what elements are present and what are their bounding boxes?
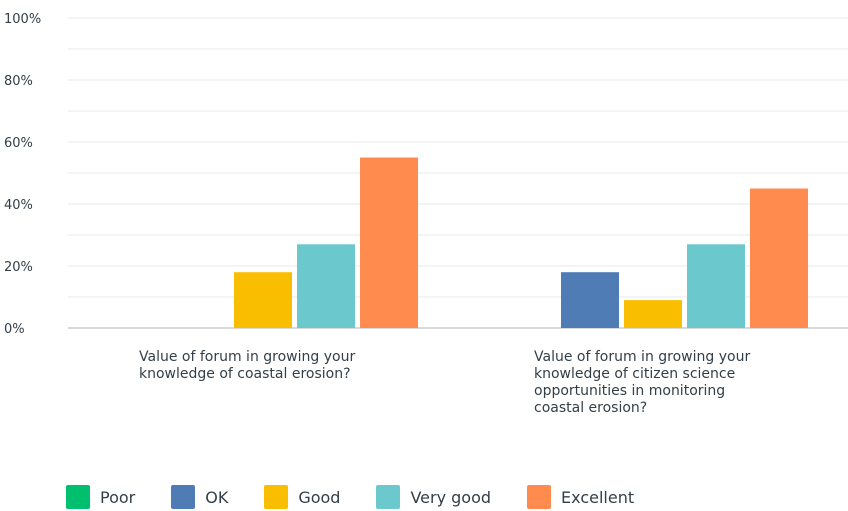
- bar-good: [234, 272, 292, 328]
- legend-label-very-good: Very good: [410, 487, 492, 507]
- y-tick-label: 60%: [4, 136, 33, 151]
- bar-good: [624, 300, 682, 328]
- bar-chart: 100% 80% 60% 40% 20% 0%: [4, 12, 848, 337]
- legend-item-poor: Poor: [66, 485, 135, 509]
- bar-ok: [561, 272, 619, 328]
- legend-item-excellent: Excellent: [527, 485, 634, 509]
- legend-swatch-good: [264, 485, 289, 509]
- legend-label-poor: Poor: [100, 487, 136, 507]
- legend-swatch-excellent: [527, 485, 552, 509]
- y-tick-label: 20%: [4, 260, 33, 275]
- legend-swatch-poor: [66, 485, 90, 509]
- bar-very-good: [297, 244, 355, 328]
- legend-swatch-ok: [171, 485, 196, 509]
- category-label-2: Value of forum in growing your knowledge…: [534, 349, 751, 416]
- legend-swatch-very-good: [376, 485, 401, 509]
- legend-label-excellent: Excellent: [561, 487, 635, 507]
- legend-label-good: Good: [298, 487, 341, 507]
- legend-item-ok: OK: [171, 485, 228, 509]
- bar-excellent: [360, 157, 418, 328]
- y-tick-label: 0%: [4, 322, 25, 337]
- legend-label-ok: OK: [205, 487, 229, 507]
- legend-item-good: Good: [264, 485, 340, 509]
- legend-item-very-good: Very good: [376, 485, 491, 509]
- y-tick-label: 40%: [4, 198, 33, 213]
- bar-very-good: [687, 244, 745, 328]
- category-label-1: Value of forum in growing your knowledge…: [139, 349, 356, 382]
- y-tick-label: 100%: [4, 12, 41, 27]
- legend: Poor OK Good Very good Excellent: [66, 485, 670, 509]
- y-tick-label: 80%: [4, 74, 33, 89]
- bar-excellent: [750, 188, 808, 328]
